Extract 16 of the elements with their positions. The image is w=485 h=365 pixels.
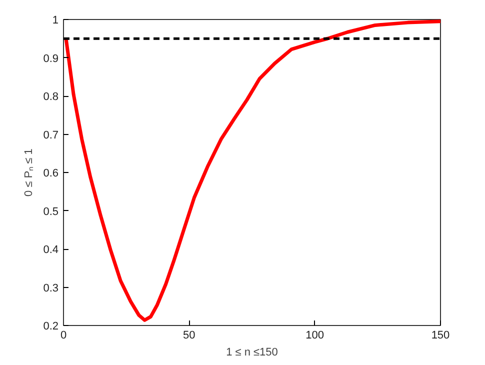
y-tick-label: 0.8 <box>43 91 59 103</box>
x-tick-label: 100 <box>306 330 324 342</box>
y-tick-label: 0.6 <box>43 168 59 180</box>
x-tick-label: 0 <box>60 330 67 342</box>
x-axis-title: 1 ≤ n ≤150 <box>226 346 278 358</box>
x-tick-label: 150 <box>431 330 450 342</box>
y-tick-label: 0.4 <box>43 244 59 256</box>
y-tick-label: 0.2 <box>43 320 59 332</box>
y-axis-title: 0 ≤ Pₙ ≤ 1 <box>23 148 36 196</box>
y-tick-label: 0.5 <box>43 206 59 218</box>
x-tick-label: 50 <box>183 330 196 342</box>
y-tick-label: 1 <box>52 14 59 26</box>
y-tick-label: 0.3 <box>43 282 59 294</box>
y-tick-label: 0.9 <box>43 52 59 65</box>
y-tick-label: 0.7 <box>43 129 59 142</box>
line-series <box>64 20 440 322</box>
